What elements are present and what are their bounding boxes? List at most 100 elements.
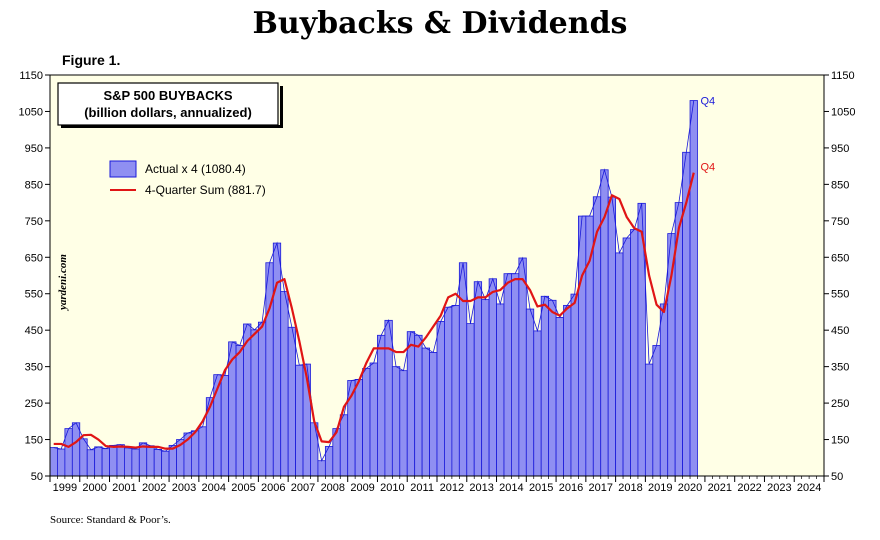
- x-year-label: 2019: [648, 482, 672, 494]
- x-year-label: 2005: [231, 482, 255, 494]
- buyback-bar: [406, 331, 416, 477]
- buyback-bar: [161, 450, 170, 477]
- buyback-bar: [503, 273, 512, 477]
- buyback-bar: [250, 329, 259, 477]
- y-tick-label-left: 550: [25, 289, 43, 301]
- x-year-label: 2009: [350, 482, 374, 494]
- buyback-bar: [511, 273, 520, 477]
- x-year-label: 2015: [529, 482, 553, 494]
- buyback-bar: [570, 293, 579, 477]
- y-tick-label-left: 950: [25, 143, 43, 155]
- buyback-bar: [354, 378, 363, 477]
- buyback-bar: [421, 347, 430, 477]
- buyback-bar: [473, 281, 483, 477]
- buyback-bar: [659, 303, 669, 477]
- y-tick-label-right: 650: [831, 252, 849, 264]
- y-tick-label-left: 150: [25, 435, 43, 447]
- buyback-bar: [317, 460, 326, 477]
- legend: Actual x 4 (1080.4) 4-Quarter Sum (881.7…: [109, 160, 266, 197]
- x-year-label: 2021: [708, 482, 732, 494]
- buyback-bar: [555, 317, 564, 477]
- x-year-label: 2001: [112, 482, 136, 494]
- buyback-bar: [488, 278, 497, 477]
- buyback-bar: [109, 444, 118, 477]
- x-year-label: 2023: [767, 482, 791, 494]
- legend-bar-swatch: [109, 160, 137, 178]
- buyback-bar: [563, 304, 572, 477]
- buyback-bar: [607, 196, 617, 477]
- buyback-bar: [220, 374, 230, 477]
- y-tick-label-right: 350: [831, 362, 849, 374]
- buyback-bar: [436, 321, 445, 477]
- y-tick-label-left: 1150: [19, 70, 43, 82]
- x-year-label: 2000: [82, 482, 106, 494]
- x-year-label: 2018: [618, 482, 642, 494]
- y-tick-label-left: 250: [25, 398, 43, 410]
- buyback-bar: [79, 438, 88, 477]
- x-year-label: 2016: [559, 482, 583, 494]
- watermark: yardeni.com: [57, 254, 69, 312]
- y-tick-label-left: 850: [25, 179, 43, 191]
- x-year-label: 2008: [321, 482, 345, 494]
- buyback-bar: [578, 215, 587, 477]
- y-tick-label-right: 1150: [831, 70, 855, 82]
- buyback-bar: [391, 366, 401, 477]
- x-year-label: 1999: [53, 482, 77, 494]
- buyback-bar: [86, 449, 96, 477]
- buyback-bar: [689, 100, 698, 477]
- bar-end-label: Q4: [700, 96, 715, 108]
- four-quarter-sum-line: [53, 172, 695, 450]
- line-end-label: Q4: [700, 162, 715, 174]
- x-year-label: 2022: [737, 482, 761, 494]
- buyback-bar: [272, 242, 282, 477]
- y-tick-label-right: 550: [831, 289, 849, 301]
- y-tick-label-right: 250: [831, 398, 849, 410]
- y-tick-label-left: 650: [25, 252, 43, 264]
- x-year-label: 2024: [797, 482, 821, 494]
- legend-line-label: 4-Quarter Sum (881.7): [145, 183, 266, 197]
- buyback-bar: [101, 448, 110, 477]
- buyback-bar: [630, 229, 639, 477]
- buyback-bar: [57, 448, 66, 477]
- buyback-bar: [339, 414, 349, 477]
- y-tick-label-right: 150: [831, 435, 849, 447]
- x-year-label: 2017: [588, 482, 612, 494]
- buyback-bar: [116, 444, 125, 477]
- buyback-bar: [525, 308, 535, 477]
- x-year-label: 2007: [291, 482, 315, 494]
- y-tick-label-left: 1050: [19, 106, 43, 118]
- buyback-bar: [198, 426, 207, 477]
- x-year-label: 2004: [201, 482, 225, 494]
- buyback-bar: [414, 334, 423, 477]
- buyback-bar: [384, 319, 393, 477]
- x-year-label: 2003: [172, 482, 196, 494]
- buyback-bar: [49, 447, 58, 477]
- buyback-bar: [496, 303, 505, 477]
- y-tick-label-left: 50: [31, 471, 43, 483]
- x-year-label: 2013: [469, 482, 493, 494]
- x-year-label: 2012: [440, 482, 464, 494]
- buyback-bar: [369, 362, 378, 477]
- y-tick-label-right: 1050: [831, 106, 855, 118]
- buyback-bar: [377, 334, 386, 477]
- bar-top-connector: [53, 100, 695, 462]
- y-tick-label-right: 750: [831, 216, 849, 228]
- page-title: Buybacks & Dividends: [252, 6, 628, 41]
- buyback-bar: [622, 237, 631, 477]
- x-year-label: 2006: [261, 482, 285, 494]
- figure-label: Figure 1.: [62, 52, 121, 68]
- buyback-bar: [533, 330, 542, 477]
- x-year-label: 2020: [678, 482, 702, 494]
- x-year-label: 2010: [380, 482, 404, 494]
- buyback-bar: [399, 370, 408, 477]
- chart-title-box: S&P 500 BUYBACKS (billion dollars, annua…: [57, 82, 283, 128]
- source-note: Source: Standard & Poor’s.: [50, 514, 171, 526]
- buyback-bar: [124, 447, 133, 477]
- buyback-bar: [451, 304, 460, 477]
- buyback-bar: [265, 262, 274, 477]
- x-year-label: 2002: [142, 482, 166, 494]
- buyback-bar: [295, 364, 304, 477]
- x-year-label: 2011: [410, 482, 434, 494]
- buyback-bar: [287, 326, 296, 477]
- legend-bar-label: Actual x 4 (1080.4): [145, 162, 246, 176]
